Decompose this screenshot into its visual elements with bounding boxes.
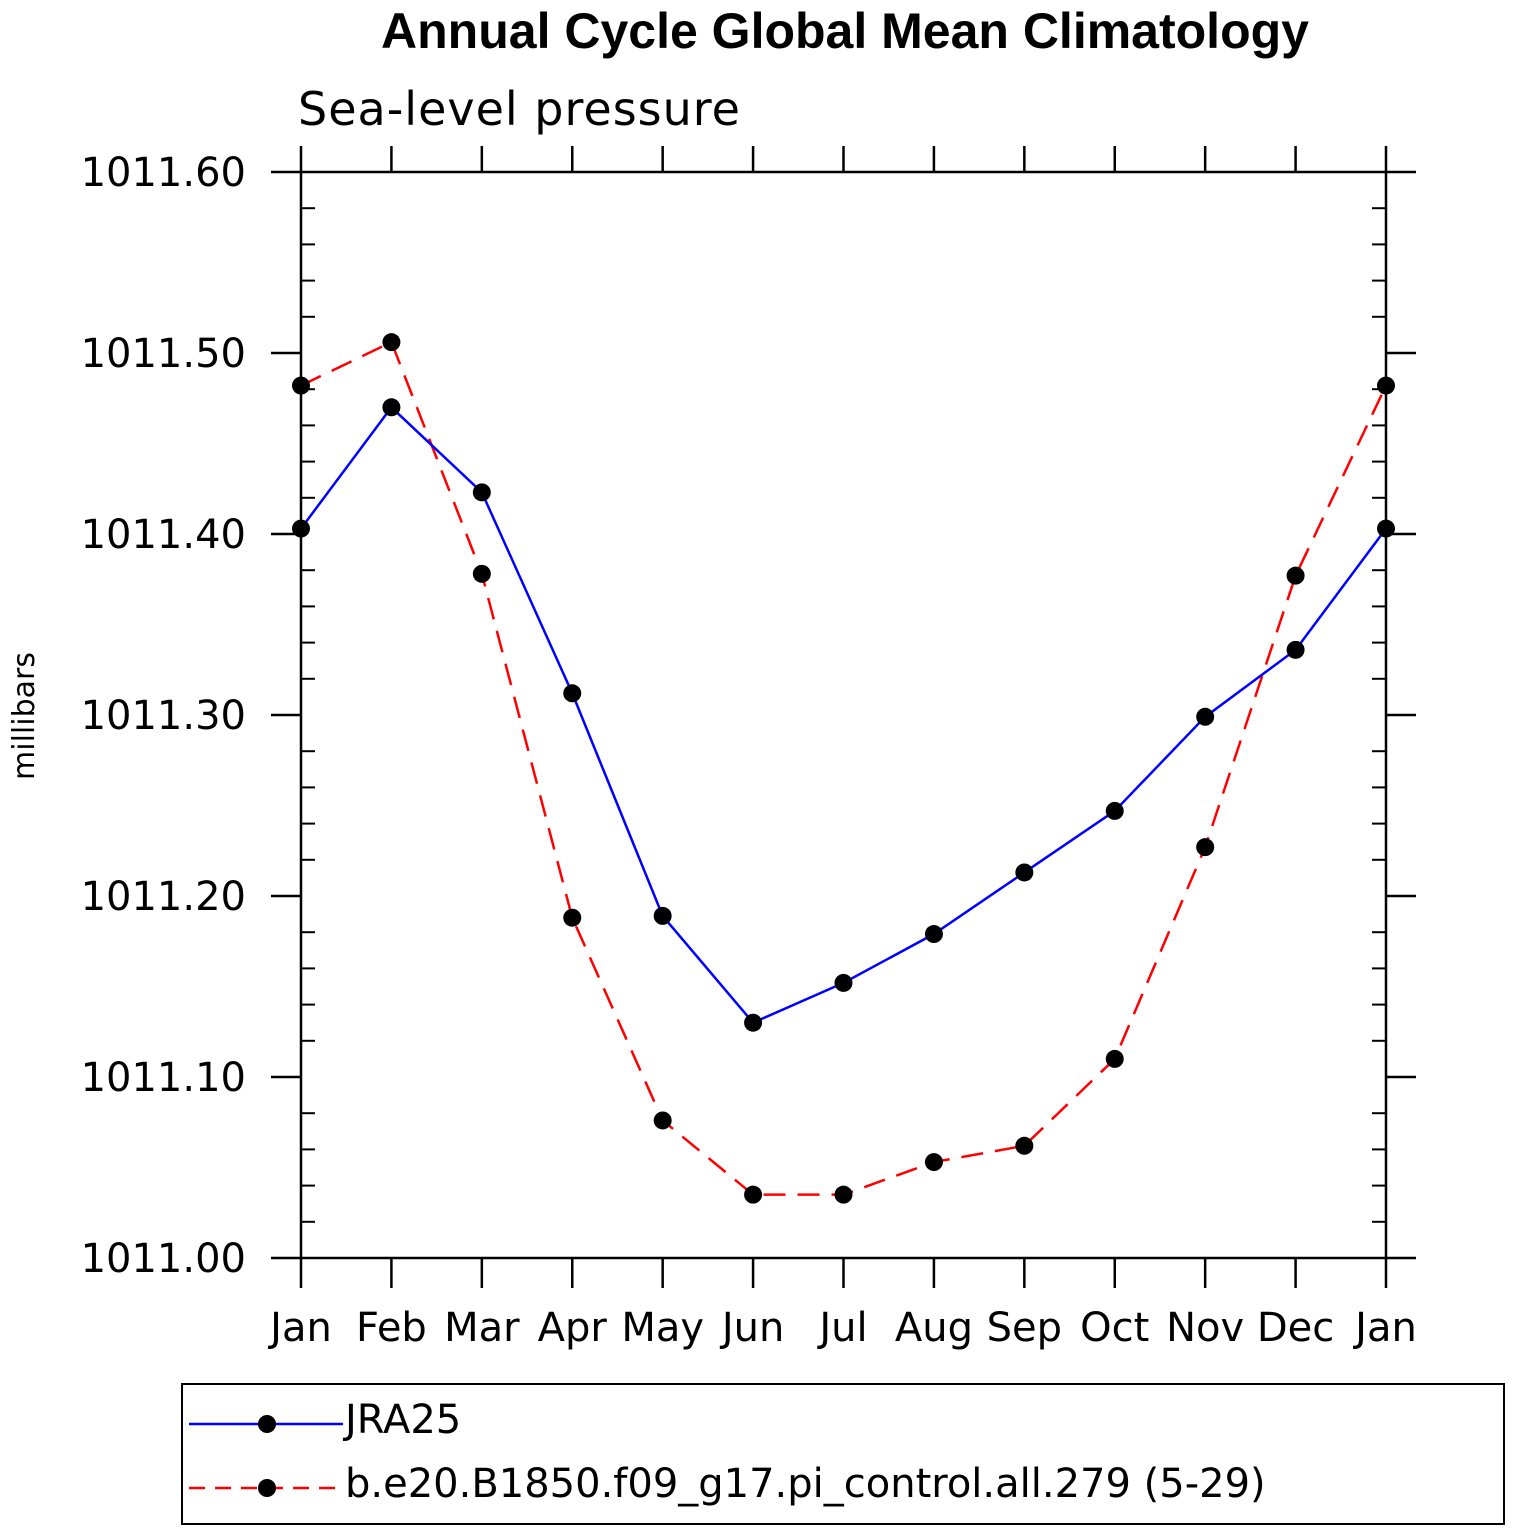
series-1 — [292, 333, 1395, 1204]
y-tick-label: 1011.20 — [81, 874, 246, 920]
data-point — [563, 684, 582, 703]
data-point — [382, 333, 401, 352]
plot-frame — [299, 170, 1388, 1260]
data-point — [1196, 707, 1215, 726]
series-line-1 — [300, 340, 1388, 1196]
x-tick-label: May — [621, 1305, 704, 1351]
axis-ticks — [271, 146, 1416, 1288]
legend-item-jra25: JRA25 — [183, 1393, 1503, 1453]
plot-border — [299, 170, 1388, 1260]
data-point — [1196, 838, 1215, 857]
series-line-0 — [299, 405, 1388, 1025]
chart-title: Annual Cycle Global Mean Climatology — [381, 3, 1309, 59]
data-point — [1286, 640, 1305, 659]
y-axis-label: millibars — [7, 652, 42, 780]
y-tick-label: 1011.40 — [81, 512, 246, 558]
series-layer — [292, 333, 1395, 1204]
x-tick-label: Oct — [1080, 1305, 1149, 1351]
chart-subtitle: Sea-level pressure — [298, 82, 741, 136]
series-0 — [292, 398, 1395, 1032]
data-point — [292, 376, 310, 395]
data-point — [563, 908, 582, 927]
data-point — [1377, 519, 1395, 538]
x-tick-label: Jan — [1352, 1305, 1417, 1351]
data-point — [924, 925, 943, 944]
x-tick-label: Dec — [1257, 1305, 1334, 1351]
y-tick-label: 1011.50 — [81, 331, 246, 377]
x-tick-label: Feb — [356, 1305, 427, 1351]
y-tick-label: 1011.30 — [81, 693, 246, 739]
data-point — [1105, 801, 1124, 820]
x-tick-label: Aug — [895, 1305, 973, 1351]
data-point — [1377, 376, 1395, 395]
data-point — [834, 1185, 853, 1204]
data-point — [382, 398, 401, 417]
x-tick-label: Nov — [1166, 1305, 1244, 1351]
x-tick-label: Jul — [816, 1305, 867, 1351]
data-point — [744, 1013, 763, 1032]
legend-item-model: b.e20.B1850.f09_g17.pi_control.all.279 (… — [183, 1457, 1503, 1517]
x-tick-label: Apr — [538, 1305, 608, 1351]
data-point — [1286, 566, 1305, 585]
data-point — [1015, 1136, 1034, 1155]
data-point — [653, 1111, 672, 1130]
data-point — [1105, 1049, 1124, 1068]
data-point — [1015, 863, 1034, 882]
tick-labels: Jan Feb Mar Apr May Jun Jul Aug Sep Oct Nov Dec Jan 1… — [81, 150, 1417, 1351]
legend-swatch-model — [189, 1479, 343, 1497]
data-point — [472, 483, 491, 502]
data-point — [834, 973, 853, 992]
data-point — [924, 1153, 943, 1172]
legend-label-model: b.e20.B1850.f09_g17.pi_control.all.279 (… — [345, 1461, 1266, 1507]
legend: JRA25 b.e20.B1850.f09_g17.pi_control.all… — [181, 1383, 1505, 1525]
x-tick-label: Jan — [267, 1305, 332, 1351]
y-tick-label: 1011.00 — [81, 1236, 246, 1282]
y-tick-label: 1011.10 — [81, 1055, 246, 1101]
y-tick-label: 1011.60 — [81, 150, 246, 196]
legend-label-jra25: JRA25 — [345, 1397, 462, 1443]
x-tick-label: Jun — [719, 1305, 785, 1351]
data-point — [653, 906, 672, 925]
data-point — [292, 519, 310, 538]
data-point — [744, 1185, 763, 1204]
x-tick-label: Mar — [444, 1305, 520, 1351]
legend-swatch-jra25 — [189, 1415, 343, 1433]
chart-area: Jan Feb Mar Apr May Jun Jul Aug Sep Oct Nov Dec Jan 1… — [7, 146, 1417, 1351]
x-tick-label: Sep — [987, 1305, 1062, 1351]
data-point — [472, 564, 491, 583]
